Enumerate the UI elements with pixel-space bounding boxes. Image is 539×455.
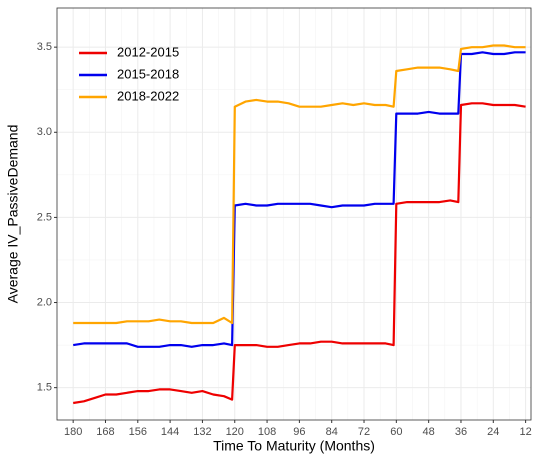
y-tick-label: 2.0 [37,296,52,308]
x-tick-label: 72 [358,426,370,438]
x-tick-label: 84 [326,426,338,438]
x-tick-label: 180 [64,426,82,438]
y-tick-label: 1.5 [37,382,52,394]
panel-border [56,7,532,421]
panel [57,8,531,420]
y-tick-label: 3.5 [37,41,52,53]
x-tick-label: 48 [423,426,435,438]
x-tick-label: 168 [96,426,114,438]
x-tick-label: 24 [487,426,499,438]
x-tick-label: 60 [390,426,402,438]
x-tick-label: 36 [455,426,467,438]
x-tick-label: 144 [161,426,179,438]
series-line [73,102,526,405]
x-tick-label: 108 [258,426,276,438]
x-tick-label: 120 [226,426,244,438]
series-line [73,44,526,325]
y-tick-label: 3.0 [37,126,52,138]
x-tick-label: 12 [519,426,531,438]
x-tick-label: 156 [129,426,147,438]
legend-label: 2015-2018 [117,66,179,81]
legend-label: 2012-2015 [117,44,179,59]
x-tick-label: 132 [193,426,211,438]
series-line [73,51,526,348]
legend-label: 2018-2022 [117,88,179,103]
x-axis-title: Time To Maturity (Months) [213,438,375,454]
y-tick-label: 2.5 [37,211,52,223]
x-tick-label: 96 [293,426,305,438]
y-axis-title: Average IV_PassiveDemand [5,125,21,304]
